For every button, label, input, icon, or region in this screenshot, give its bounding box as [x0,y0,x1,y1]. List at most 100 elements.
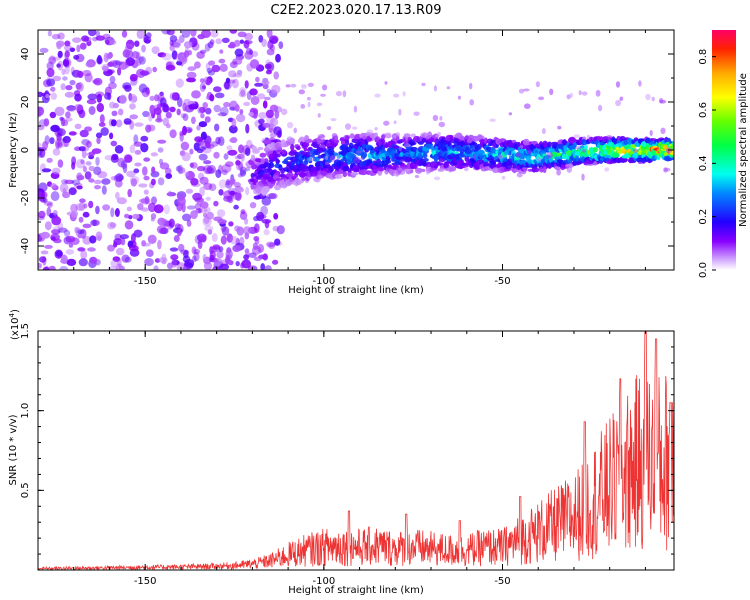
spectrogram-noise-blob [143,36,152,44]
spectrogram-noise-blob [227,149,238,156]
spectrogram-noise-blob [248,112,254,117]
spectrogram-noise-blob [257,93,266,100]
spectrogram-noise-blob [110,119,117,127]
spectrogram-halo-blob [619,96,624,101]
spectrogram-noise-blob [96,102,105,113]
spectrogram-noise-blob [76,175,85,181]
spectrogram-halo-blob [300,104,306,109]
spectrogram-noise-blob [225,77,231,84]
spectrogram-ridge-blob [475,143,482,151]
spectrogram-noise-blob [129,73,138,82]
spectrogram-noise-blob [117,174,124,181]
spectrogram-noise-blob [261,218,272,224]
spectrogram-noise-blob [79,129,89,138]
spectrogram-noise-blob [216,250,224,259]
snr-x-axis-label: Height of straight line (km) [288,585,424,596]
spectrogram-halo-blob [566,94,571,100]
spectrogram-x-tick-label: -100 [312,276,335,287]
spectrogram-noise-blob [70,203,78,213]
spectrogram-halo-blob [659,97,663,104]
spectrogram-halo-blob [308,157,315,162]
spectrogram-noise-blob [69,79,76,86]
spectrogram-noise-blob [197,240,203,250]
spectrogram-noise-blob [38,142,42,148]
spectrogram-noise-blob [45,93,50,99]
spectrogram-halo-blob [353,105,357,113]
spectrogram-noise-blob [239,87,247,95]
spectrogram-noise-blob [68,187,77,196]
spectrogram-noise-blob [269,123,274,128]
spectrogram-noise-blob [176,196,186,207]
spectrogram-noise-blob [77,232,83,239]
spectrogram-noise-blob [229,30,237,34]
spectrogram-noise-blob [266,193,277,199]
spectrogram-noise-blob [272,225,280,232]
spectrogram-halo-blob [421,82,426,87]
spectrogram-halo-blob [464,166,469,172]
spectrogram-ridge-blob [334,174,343,179]
spectrogram-noise-blob [122,49,130,58]
spectrogram-noise-blob [239,166,247,175]
spectrogram-noise-blob [219,49,224,54]
spectrogram-noise-blob [203,160,212,165]
spectrogram-ridge-blob [298,136,306,143]
spectrogram-noise-blob [88,165,95,172]
spectrogram-noise-blob [234,48,244,57]
spectrogram-noise-blob [260,205,268,216]
spectrogram-noise-blob [125,39,135,50]
spectrogram-noise-blob [209,94,215,102]
spectrogram-noise-blob [98,122,106,127]
colorbar-label: Normalized spectral amplitude [738,73,749,227]
colorbar-tick-label: 0.4 [698,155,709,171]
spectrogram-noise-blob [176,108,181,116]
spectrogram-noise-blob [52,226,62,232]
spectrogram-noise-blob [50,236,56,241]
spectrogram-ridge-blob [421,168,426,172]
spectrogram-noise-blob [199,78,205,83]
spectrogram-noise-blob [240,89,246,97]
spectrogram-noise-blob [119,234,129,240]
spectrogram-x-axis-label: Height of straight line (km) [288,285,424,296]
spectrogram-halo-blob [345,123,351,130]
spectrogram-ridge-blob [340,139,346,146]
spectrogram-noise-blob [194,234,202,244]
spectrogram-halo-blob [649,130,653,136]
spectrogram-ridge-blob [671,141,674,146]
spectrogram-noise-blob [166,262,174,270]
spectrogram-noise-blob [74,93,82,102]
spectrogram-noise-blob [180,141,190,151]
spectrogram-halo-blob [535,81,541,88]
spectrogram-ridge-blob [303,147,308,152]
spectrogram-halo-blob [354,156,361,164]
spectrogram-noise-blob [50,191,60,202]
spectrogram-noise-blob [51,229,61,235]
spectrogram-noise-blob [249,59,260,69]
spectrogram-noise-blob [124,213,130,219]
spectrogram-noise-blob [229,106,237,111]
spectrogram-noise-blob [153,204,164,214]
spectrogram-halo-blob [549,88,554,96]
spectrogram-noise-blob [269,133,277,138]
spectrogram-noise-blob [55,140,60,150]
spectrogram-noise-blob [274,238,281,246]
spectrogram-halo-blob [524,103,531,109]
spectrogram-noise-blob [80,42,87,50]
spectrogram-noise-blob [213,104,221,113]
spectrogram-noise-blob [168,218,175,228]
spectrogram-noise-blob [210,30,219,38]
spectrogram-halo-blob [469,99,475,106]
spectrogram-halo-blob [324,155,329,160]
spectrogram-noise-blob [112,256,121,262]
spectrogram-noise-blob [42,141,49,150]
spectrogram-ridge-blob [422,161,428,167]
spectrogram-ridge-blob [251,162,256,170]
spectrogram-noise-blob [126,206,132,212]
spectrogram-ridge-blob [377,166,385,172]
spectrogram-noise-blob [190,30,197,37]
spectrogram-halo-blob [575,146,582,150]
spectrogram-noise-blob [65,85,73,91]
spectrogram-ridge-blob [390,141,396,145]
spectrogram-noise-blob [274,110,280,119]
spectrogram-noise-blob [65,235,76,243]
spectrogram-halo-blob [414,175,420,178]
